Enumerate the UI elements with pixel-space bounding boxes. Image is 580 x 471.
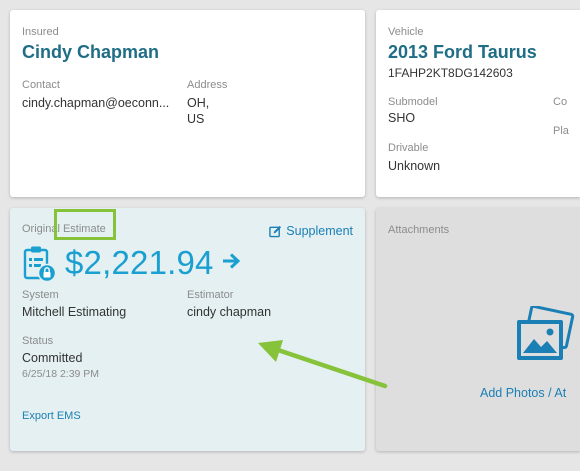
clipboard-lock-icon [23, 246, 57, 283]
system-label: System [22, 289, 59, 301]
submodel-label: Submodel [388, 96, 438, 108]
attachments-card: Attachments Add Photos / At [376, 208, 580, 451]
insured-card: Insured Cindy Chapman Contact cindy.chap… [10, 10, 365, 197]
plate-label-partial: Pla [553, 125, 569, 137]
insured-section-label: Insured [22, 26, 59, 38]
contact-label: Contact [22, 79, 60, 91]
drivable-value: Unknown [388, 159, 441, 173]
insured-name: Cindy Chapman [22, 42, 160, 62]
vehicle-card: Vehicle 2013 Ford Taurus 1FAHP2KT8DG1426… [376, 10, 580, 197]
submodel-value: SHO [388, 111, 416, 125]
estimate-amount: $2,221.94 [65, 244, 214, 281]
color-label-partial: Co [553, 96, 568, 108]
highlight-box [54, 209, 116, 240]
estimator-value: cindy chapman [187, 305, 272, 319]
status-timestamp: 6/25/18 2:39 PM [22, 368, 100, 380]
estimate-card: Original Estimate Supplement $2,221.94 S… [10, 208, 365, 451]
vehicle-title: 2013 Ford Taurus [388, 42, 537, 62]
export-ems-link[interactable]: Export EMS [22, 410, 81, 422]
system-value: Mitchell Estimating [22, 305, 127, 319]
status-value: Committed [22, 351, 83, 365]
vehicle-section-label: Vehicle [388, 26, 424, 38]
status-label: Status [22, 335, 54, 347]
vehicle-vin: 1FAHP2KT8DG142603 [388, 66, 513, 80]
attachments-section-label: Attachments [388, 224, 450, 236]
contact-value[interactable]: cindy.chapman@oeconn... [22, 96, 170, 110]
address-line1: OH, [187, 96, 210, 110]
add-photos-link[interactable]: Add Photos / At [480, 386, 567, 400]
supplement-button[interactable]: Supplement [269, 224, 353, 238]
edit-icon [269, 225, 282, 237]
estimator-label: Estimator [187, 289, 234, 301]
drivable-label: Drivable [388, 142, 429, 154]
photos-icon[interactable] [514, 306, 580, 372]
estimate-section-label: Original Estimate [22, 223, 106, 235]
supplement-label: Supplement [286, 224, 353, 238]
address-label: Address [187, 79, 228, 91]
address-line2: US [187, 112, 205, 126]
arrow-right-icon[interactable] [222, 252, 242, 270]
